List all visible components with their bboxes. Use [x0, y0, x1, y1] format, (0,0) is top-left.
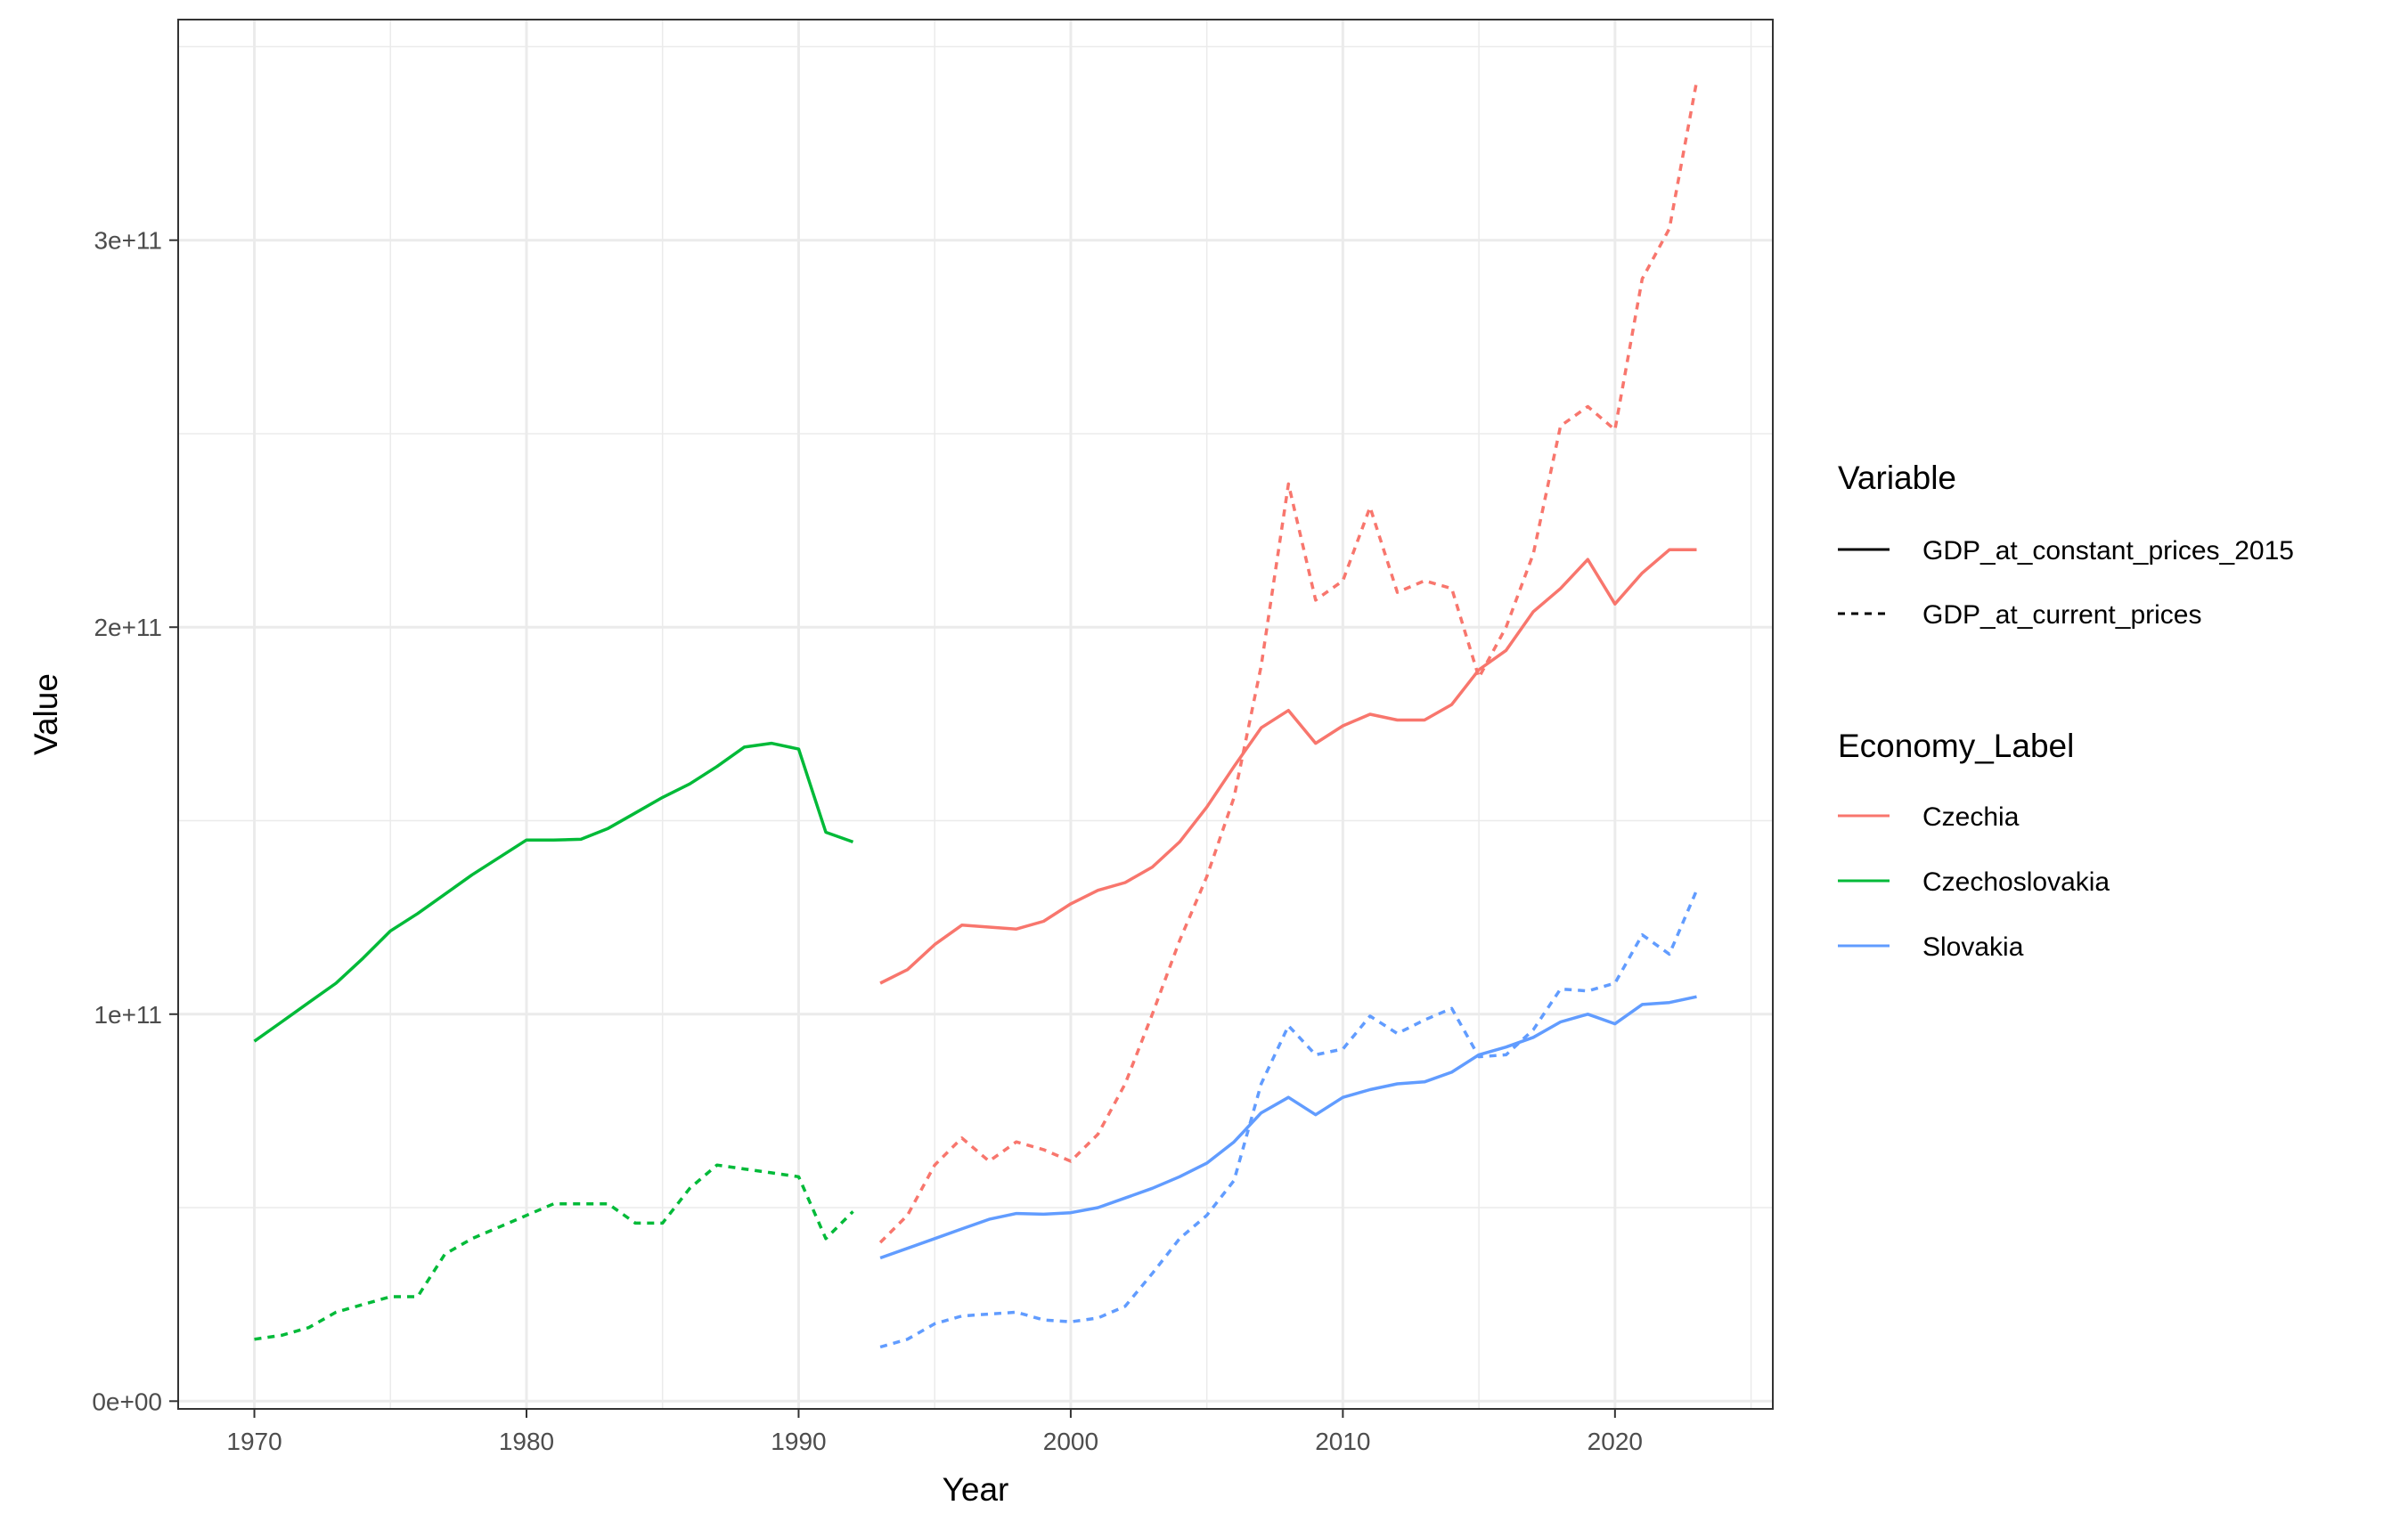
x-tick-label: 1980 [499, 1428, 554, 1455]
legend-label-gdp-constant: GDP_at_constant_prices_2015 [1922, 536, 2294, 566]
series-line-czechia-current [878, 81, 1699, 1244]
series-layer [253, 81, 1699, 1349]
y-tick-label: 1e+11 [94, 1001, 162, 1029]
series-line-czechoslovakia-constant [253, 741, 854, 1043]
y-tick-label: 2e+11 [94, 614, 162, 641]
y-axis-title: Value [28, 673, 64, 755]
x-tick-label: 1990 [771, 1428, 826, 1455]
legend-label-slovakia: Slovakia [1922, 932, 2024, 962]
x-tick-label: 2010 [1315, 1428, 1370, 1455]
series-line-czechia-constant [879, 548, 1697, 985]
legend-label-czechia: Czechia [1922, 802, 2020, 832]
x-tick-label: 1970 [226, 1428, 282, 1455]
y-tick-label: 3e+11 [94, 227, 162, 255]
legend-variable: Variable GDP_at_constant_prices_2015 GDP… [1838, 460, 2294, 630]
x-axis: 1970 1980 1990 2000 2010 2020 [226, 1409, 1643, 1455]
legend-economy: Economy_Label Czechia Czechoslovakia Slo… [1838, 728, 2110, 962]
x-tick-label: 2000 [1043, 1428, 1098, 1455]
grid-minor [178, 20, 1773, 1409]
legend-variable-title: Variable [1838, 460, 1956, 496]
legend-economy-title: Economy_Label [1838, 728, 2074, 764]
x-axis-title: Year [943, 1471, 1009, 1508]
x-tick-label: 2020 [1588, 1428, 1643, 1455]
y-tick-label: 0e+00 [92, 1388, 162, 1415]
panel-border [177, 19, 1774, 1410]
legend-label-czechoslovakia: Czechoslovakia [1922, 867, 2110, 897]
legend-label-gdp-current: GDP_at_current_prices [1922, 600, 2201, 630]
y-axis: 0e+00 1e+11 2e+11 3e+11 [92, 227, 178, 1415]
series-line-slovakia-constant [879, 995, 1697, 1260]
